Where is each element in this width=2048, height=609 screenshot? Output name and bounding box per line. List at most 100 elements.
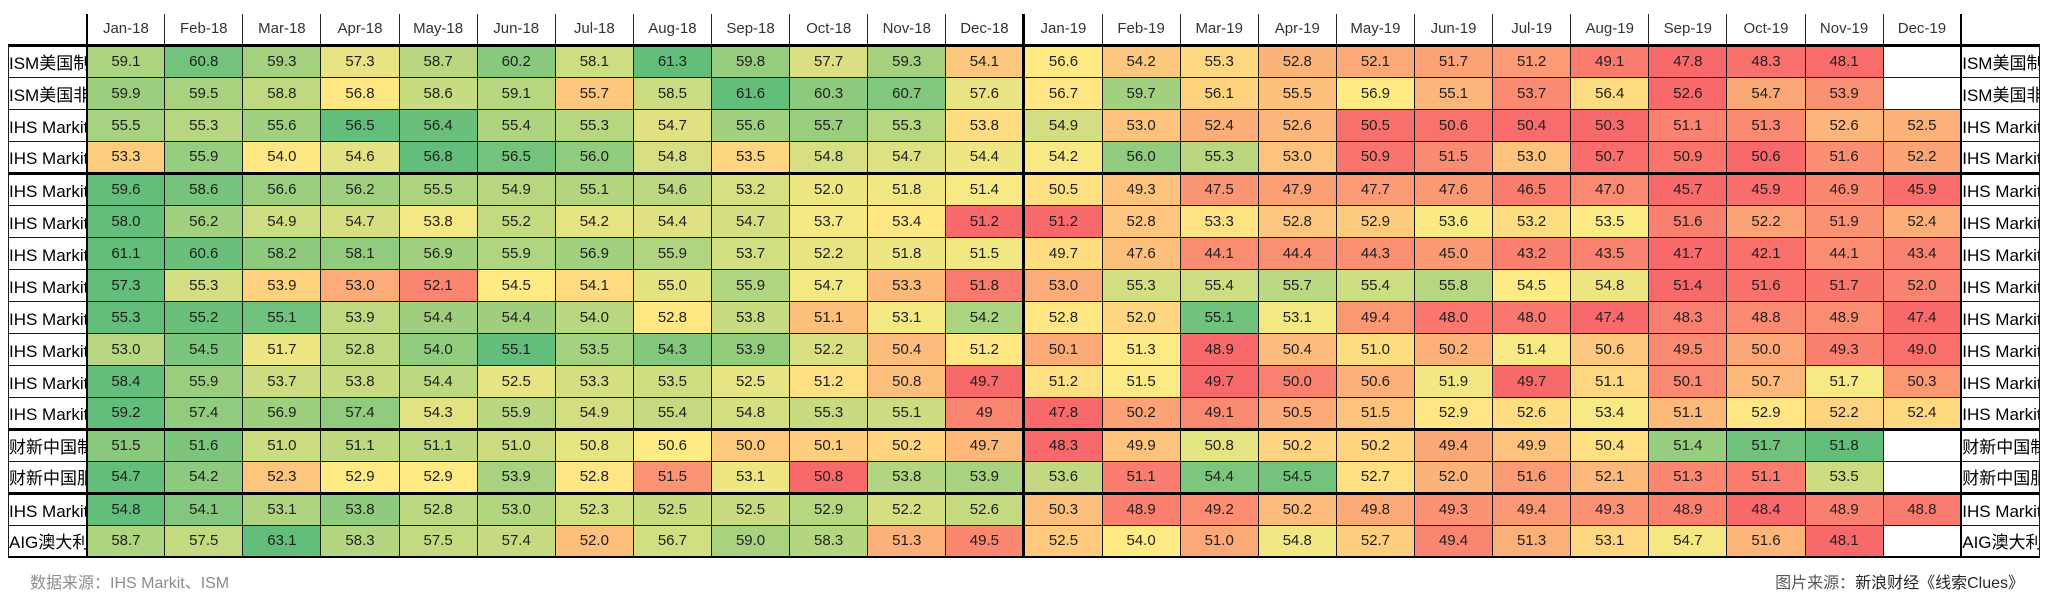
pmi-cell: 49.7 — [945, 428, 1025, 462]
pmi-cell: 49.3 — [1570, 492, 1650, 526]
pmi-cell: 59.8 — [710, 44, 791, 78]
month-header: Oct-19 — [1726, 14, 1806, 47]
row-label-right: IHS Markit英国服务业PMI — [1960, 332, 2041, 366]
pmi-cell: 53.0 — [1101, 108, 1181, 142]
footer: 数据来源：IHS Markit、ISM 图片来源：新浪财经《线索Clues》 — [30, 569, 2024, 593]
pmi-cell: 50.2 — [1101, 396, 1181, 431]
table-row: AIG澳大利亚制造业PMI58.757.563.158.357.557.452.… — [7, 524, 2041, 558]
pmi-cell: 51.5 — [632, 460, 712, 495]
pmi-cell: 53.0 — [1257, 140, 1337, 175]
pmi-cell: 59.1 — [86, 44, 166, 78]
pmi-cell: 48.3 — [1726, 44, 1806, 78]
pmi-cell: 50.8 — [789, 460, 869, 495]
pmi-cell: 52.6 — [1804, 108, 1884, 142]
pmi-cell: 49.0 — [1882, 332, 1962, 366]
pmi-cell-empty — [1882, 44, 1962, 78]
pmi-cell: 50.6 — [1570, 332, 1650, 366]
row-label-left: IHS Markit法国服务业PMI — [7, 396, 88, 431]
image-credit-value: 新浪财经《线索Clues》 — [1855, 575, 2024, 592]
pmi-cell: 54.9 — [242, 204, 322, 238]
pmi-cell: 48.0 — [1413, 300, 1494, 334]
row-label-left: IHS Markit欧元区服务业PMI — [7, 204, 88, 238]
row-label-right: IHS Markit法国制造业PMI — [1960, 364, 2041, 398]
pmi-cell: 60.2 — [476, 44, 556, 78]
pmi-cell: 52.7 — [1335, 460, 1415, 495]
pmi-cell: 49.4 — [1335, 300, 1415, 334]
table-row: IHS Markit日本制造业PMI54.854.153.153.852.853… — [7, 492, 2041, 526]
pmi-cell: 50.1 — [789, 428, 869, 462]
pmi-cell: 42.1 — [1726, 236, 1806, 270]
pmi-cell: 55.1 — [554, 172, 634, 206]
pmi-cell: 55.4 — [1335, 268, 1415, 302]
pmi-cell: 56.9 — [554, 236, 634, 270]
pmi-cell: 47.8 — [1022, 396, 1103, 431]
pmi-cell: 55.3 — [1179, 44, 1259, 78]
pmi-cell: 55.4 — [1179, 268, 1259, 302]
pmi-cell: 58.2 — [242, 236, 322, 270]
pmi-cell: 53.1 — [242, 492, 322, 526]
pmi-cell: 53.0 — [1022, 268, 1103, 302]
pmi-cell: 50.7 — [1726, 364, 1806, 398]
pmi-cell: 54.4 — [476, 300, 556, 334]
pmi-cell: 43.5 — [1570, 236, 1650, 270]
pmi-cell: 54.3 — [632, 332, 712, 366]
pmi-cell: 53.8 — [710, 300, 791, 334]
pmi-cell: 54.0 — [1101, 524, 1181, 558]
pmi-cell: 49.4 — [1413, 428, 1494, 462]
pmi-cell: 53.6 — [1022, 460, 1103, 495]
image-credit-label: 图片来源： — [1775, 575, 1856, 592]
pmi-cell: 57.4 — [164, 396, 244, 431]
row-label-left: 财新中国制造业PMI — [7, 428, 88, 462]
pmi-cell: 53.0 — [476, 492, 556, 526]
pmi-cell: 51.1 — [1648, 396, 1728, 431]
pmi-cell: 50.8 — [867, 364, 947, 398]
pmi-cell: 50.6 — [1413, 108, 1494, 142]
pmi-cell: 53.1 — [867, 300, 947, 334]
pmi-cell: 51.6 — [1804, 140, 1884, 175]
row-label-left: IHS Markit德国制造业PMI — [7, 236, 88, 270]
table-row: IHS Markit英国服务业PMI53.054.551.752.854.055… — [7, 332, 2041, 366]
pmi-cell: 54.1 — [164, 492, 244, 526]
pmi-cell: 55.1 — [867, 396, 947, 431]
pmi-cell: 49.3 — [1413, 492, 1494, 526]
pmi-cell: 50.2 — [1257, 428, 1337, 462]
pmi-cell: 59.7 — [1101, 76, 1181, 110]
month-header: Dec-18 — [945, 14, 1025, 47]
pmi-cell: 52.8 — [320, 332, 400, 366]
month-header: Nov-19 — [1804, 14, 1884, 47]
pmi-cell: 52.1 — [1335, 44, 1415, 78]
pmi-cell: 63.1 — [242, 524, 322, 558]
pmi-cell: 53.2 — [710, 172, 791, 206]
row-label-right: IHS Markit日本制造业PMI — [1960, 492, 2041, 526]
pmi-cell: 58.3 — [320, 524, 400, 558]
pmi-cell: 49.3 — [1804, 332, 1884, 366]
pmi-cell: 58.7 — [398, 44, 478, 78]
pmi-cell: 54.8 — [789, 140, 869, 175]
pmi-cell: 52.5 — [632, 492, 712, 526]
pmi-cell: 54.7 — [789, 268, 869, 302]
pmi-cell: 53.9 — [710, 332, 791, 366]
pmi-cell: 54.4 — [945, 140, 1025, 175]
pmi-cell: 52.4 — [1882, 396, 1962, 431]
pmi-cell: 49.7 — [1492, 364, 1572, 398]
pmi-cell: 54.5 — [1492, 268, 1572, 302]
pmi-cell: 59.5 — [164, 76, 244, 110]
pmi-cell: 53.0 — [1492, 140, 1572, 175]
pmi-cell: 59.9 — [86, 76, 166, 110]
data-source: 数据来源：IHS Markit、ISM — [30, 569, 229, 593]
pmi-cell: 54.4 — [1179, 460, 1259, 495]
pmi-cell: 56.0 — [554, 140, 634, 175]
pmi-cell: 56.8 — [320, 76, 400, 110]
pmi-cell-empty — [1882, 460, 1962, 495]
pmi-cell: 49 — [945, 396, 1025, 431]
pmi-cell: 50.6 — [1726, 140, 1806, 175]
pmi-cell: 58.3 — [789, 524, 869, 558]
pmi-cell: 55.3 — [1101, 268, 1181, 302]
pmi-cell: 51.4 — [1648, 268, 1728, 302]
pmi-cell: 56.9 — [1335, 76, 1415, 110]
pmi-cell: 49.9 — [1101, 428, 1181, 462]
pmi-cell: 51.6 — [1726, 524, 1806, 558]
pmi-cell: 52.2 — [867, 492, 947, 526]
pmi-cell: 46.5 — [1492, 172, 1572, 206]
pmi-cell: 50.1 — [1648, 364, 1728, 398]
